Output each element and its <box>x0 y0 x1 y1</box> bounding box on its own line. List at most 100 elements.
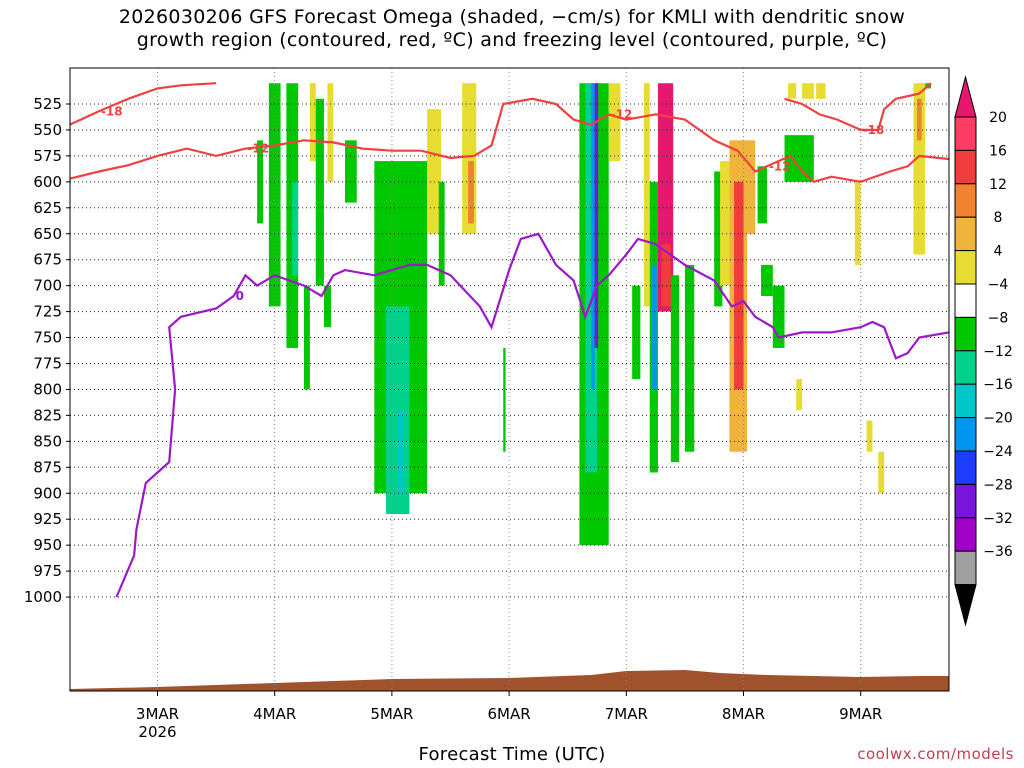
colorbar-label: 8 <box>994 210 1003 226</box>
colorbar-swatch <box>954 183 977 218</box>
omega-cell <box>866 420 873 452</box>
x-axis-label: Forecast Time (UTC) <box>418 744 606 765</box>
colorbar-label: −12 <box>983 344 1013 360</box>
colorbar-swatch <box>954 250 977 285</box>
omega-cell <box>632 285 641 380</box>
y-tick-label: 700 <box>33 277 62 295</box>
contour-layer: -18 -12 -12 -12 -18 0 <box>70 82 949 598</box>
omega-cell <box>323 285 331 328</box>
omega-cell <box>761 264 773 297</box>
omega-cell <box>772 285 785 348</box>
omega-cell <box>438 181 445 286</box>
omega-cell <box>916 98 922 141</box>
omega-cell <box>661 244 671 307</box>
omega-cell <box>714 171 723 307</box>
credit-text: coolwx.com/models <box>857 745 1014 763</box>
colorbar-label: −16 <box>983 377 1013 393</box>
omega-cell <box>268 83 281 307</box>
title-line-1: 2026030206 GFS Forecast Omega (shaded, −… <box>118 6 906 28</box>
dgz-contour <box>784 82 932 131</box>
freezing-level-contour <box>115 232 949 598</box>
dgz-contour <box>70 82 217 126</box>
x-tick-label: 3MAR <box>136 705 179 723</box>
colorbar-label: −28 <box>983 477 1013 493</box>
omega-cell <box>345 140 357 203</box>
colorbar-swatch <box>954 350 977 385</box>
omega-cell <box>468 161 474 224</box>
colorbar-label: 12 <box>989 177 1007 193</box>
colorbar-label: 16 <box>989 143 1007 159</box>
omega-cell <box>608 83 621 162</box>
dgz-contour-label: -12 <box>611 107 633 121</box>
omega-cell <box>652 264 657 390</box>
y-tick-label: 675 <box>33 251 62 269</box>
colorbar-swatch <box>954 517 977 552</box>
x-tick-sublabel: 2026 <box>138 723 176 741</box>
y-tick-label: 650 <box>33 225 62 243</box>
x-tick-label: 9MAR <box>839 705 882 723</box>
colorbar-swatch <box>954 383 977 419</box>
colorbar-swatch <box>954 417 977 452</box>
grid-layer <box>70 68 949 691</box>
y-tick-label: 875 <box>33 458 62 476</box>
colorbar-swatch <box>954 149 977 185</box>
x-tick-label: 8MAR <box>722 705 765 723</box>
omega-cell <box>854 181 861 265</box>
omega-cell <box>315 98 324 286</box>
omega-cell <box>816 83 826 99</box>
y-tick-label: 750 <box>33 329 62 347</box>
omega-cell <box>913 83 926 255</box>
dgz-contour-label: -12 <box>769 159 791 173</box>
omega-shading-layer <box>257 83 932 546</box>
omega-cell <box>788 83 797 99</box>
omega-cell <box>784 135 814 182</box>
y-tick-label: 950 <box>33 536 62 554</box>
omega-cell <box>327 83 334 182</box>
omega-cell <box>720 161 730 286</box>
y-tick-label: 800 <box>33 380 62 398</box>
omega-cell <box>292 181 299 276</box>
omega-cell <box>670 275 680 463</box>
x-tick-label: 6MAR <box>488 705 531 723</box>
omega-cell <box>591 83 595 390</box>
colorbar-label: −32 <box>983 511 1013 527</box>
colorbar-swatch <box>954 216 977 252</box>
y-tick-label: 550 <box>33 121 62 139</box>
colorbar-swatch <box>954 116 977 151</box>
y-tick-label: 600 <box>33 173 62 191</box>
y-tick-label: 625 <box>33 199 62 217</box>
y-tick-label: 850 <box>33 432 62 450</box>
y-tick-label: 975 <box>33 562 62 580</box>
colorbar-label: −4 <box>988 277 1009 293</box>
y-tick-label: 525 <box>33 95 62 113</box>
omega-cell <box>309 83 316 162</box>
omega-cell <box>397 410 404 494</box>
omega-cell <box>503 347 506 452</box>
dgz-contour <box>70 97 949 184</box>
colorbar-swatch <box>954 550 977 586</box>
colorbar-top-arrow <box>954 75 977 118</box>
omega-cell <box>684 264 695 452</box>
colorbar-swatch <box>954 283 977 318</box>
x-tick-label: 5MAR <box>370 705 413 723</box>
y-tick-label: 1000 <box>24 588 62 606</box>
colorbar-label: −8 <box>988 310 1009 326</box>
omega-cell <box>802 83 814 99</box>
omega-cell <box>257 140 263 224</box>
y-tick-label: 725 <box>33 303 62 321</box>
omega-cell <box>594 83 599 348</box>
omega-cell <box>743 140 756 234</box>
freezing-level-contour-label: 0 <box>236 289 244 303</box>
x-tick-label: 4MAR <box>253 705 296 723</box>
colorbar-label: 4 <box>994 244 1003 260</box>
omega-cell <box>878 451 885 494</box>
y-tick-label: 900 <box>33 484 62 502</box>
omega-cell <box>757 166 767 224</box>
omega-cell <box>643 83 650 307</box>
y-tick-label: 575 <box>33 147 62 165</box>
chart-title: 2026030206 GFS Forecast Omega (shaded, −… <box>0 6 1024 52</box>
colorbar-bottom-arrow <box>954 584 977 627</box>
dgz-contour-label: -18 <box>863 123 885 137</box>
